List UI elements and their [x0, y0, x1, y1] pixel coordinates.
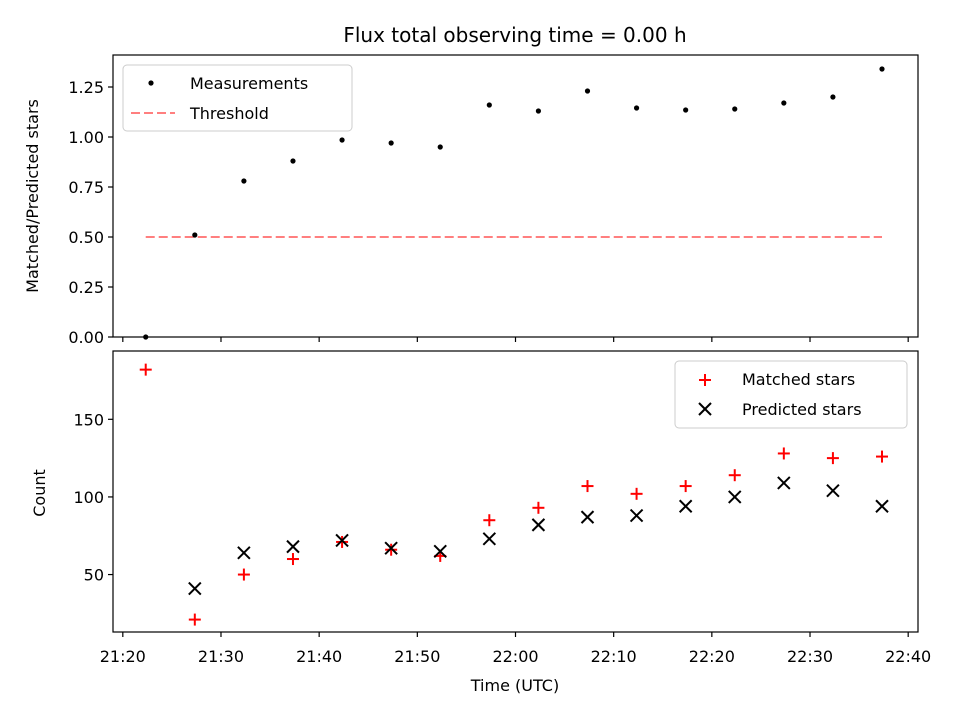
measurement-point: [486, 102, 492, 108]
matched-stars-point: [385, 543, 398, 556]
predicted-stars-point: [728, 490, 742, 504]
xtick-label: 22:30: [787, 647, 833, 666]
top-panel: 0.00 0.25 0.50 0.75 1.00 1.25 Matched/Predict…: [23, 54, 919, 347]
predicted-stars-point: [531, 518, 546, 532]
matched-stars-point: [286, 553, 299, 566]
matched-stars-point: [483, 514, 496, 527]
bottom-panel: 21:20 21:30 21:40 21:50 22:00 22:10 22:20 22:30…: [30, 350, 931, 695]
measurement-point: [535, 108, 542, 114]
predicted-stars-point: [286, 539, 300, 554]
matched-stars-point: [188, 613, 201, 626]
xtick-label: 22:00: [492, 647, 538, 666]
measurement-point: [192, 232, 198, 238]
predicted-stars-point: [433, 544, 447, 558]
measurement-point: [781, 100, 787, 106]
xtick-label: 22:20: [689, 647, 735, 666]
legend-predicted-label: Predicted stars: [742, 400, 862, 419]
bottom-legend: Matched stars Predicted stars: [674, 360, 908, 429]
predicted-stars-point: [826, 484, 840, 498]
bottom-ytick-label: 50: [84, 566, 104, 585]
measurement-point: [683, 107, 689, 113]
legend-threshold-label: Threshold: [189, 104, 269, 123]
bottom-ytick-label: 150: [73, 410, 104, 429]
xtick-label: 21:50: [394, 647, 440, 666]
xtick-label: 21:20: [100, 647, 146, 666]
matched-stars-point: [728, 469, 741, 482]
predicted-stars-point: [777, 476, 791, 490]
predicted-stars-point: [482, 532, 497, 546]
measurement-point: [290, 158, 296, 164]
bottom-ticks: 21:20 21:30 21:40 21:50 22:00 22:10 22:20 22:30…: [73, 410, 931, 666]
predicted-stars-point: [188, 581, 202, 596]
matched-stars-point: [679, 480, 692, 493]
xtick-label: 21:40: [296, 647, 342, 666]
measurement-point: [241, 178, 247, 184]
predicted-stars-point: [335, 533, 349, 548]
xtick-label: 21:30: [198, 647, 244, 666]
xtick-label: 22:40: [885, 647, 931, 666]
matched-stars-point: [826, 452, 839, 465]
top-ytick-label: 0.75: [68, 178, 104, 197]
top-legend: Measurements Threshold: [122, 64, 353, 132]
predicted-stars-point: [384, 541, 398, 555]
chart-title: Flux total observing time = 0.00 h: [343, 23, 686, 47]
top-ticks: 0.00 0.25 0.50 0.75 1.00 1.25: [68, 78, 909, 347]
bottom-ylabel: Count: [30, 469, 49, 517]
legend-matched-marker: [699, 374, 711, 386]
legend-measurements-label: Measurements: [190, 74, 308, 93]
measurement-point: [339, 137, 345, 143]
top-ytick-label: 0.00: [68, 328, 104, 347]
top-marks: [143, 66, 885, 340]
matched-stars-point: [630, 487, 643, 500]
bottom-marks: [139, 363, 889, 626]
bottom-xlabel: Time (UTC): [470, 676, 559, 695]
bottom-ytick-label: 100: [73, 488, 104, 507]
xtick-label: 22:10: [591, 647, 637, 666]
measurement-point: [388, 140, 394, 146]
predicted-stars-point: [629, 508, 644, 523]
predicted-stars-point: [237, 546, 251, 560]
legend-measurements-marker: [148, 80, 154, 86]
legend-matched-label: Matched stars: [742, 370, 855, 389]
top-ylabel: Matched/Predicted stars: [23, 99, 42, 293]
measurement-point: [732, 106, 738, 112]
matched-stars-point: [237, 568, 250, 581]
matched-stars-point: [777, 447, 790, 460]
top-ytick-label: 1.25: [68, 78, 104, 97]
measurement-point: [437, 144, 443, 150]
predicted-stars-point: [678, 499, 693, 513]
predicted-stars-point: [875, 499, 889, 513]
matched-stars-point: [139, 363, 152, 376]
measurement-point: [584, 88, 591, 94]
measurement-point: [879, 66, 885, 72]
bottom-legend-box: [674, 360, 908, 429]
measurement-point: [830, 94, 836, 100]
top-ytick-label: 0.25: [68, 278, 104, 297]
matched-stars-point: [336, 535, 349, 548]
legend-predicted-marker: [698, 402, 712, 416]
measurement-point: [633, 105, 640, 111]
matched-stars-point: [581, 480, 594, 493]
predicted-stars-point: [580, 510, 595, 524]
matched-stars-point: [876, 450, 889, 463]
top-ytick-label: 1.00: [68, 128, 104, 147]
top-legend-box: [122, 64, 353, 132]
matched-stars-point: [532, 501, 545, 514]
top-ytick-label: 0.50: [68, 228, 104, 247]
